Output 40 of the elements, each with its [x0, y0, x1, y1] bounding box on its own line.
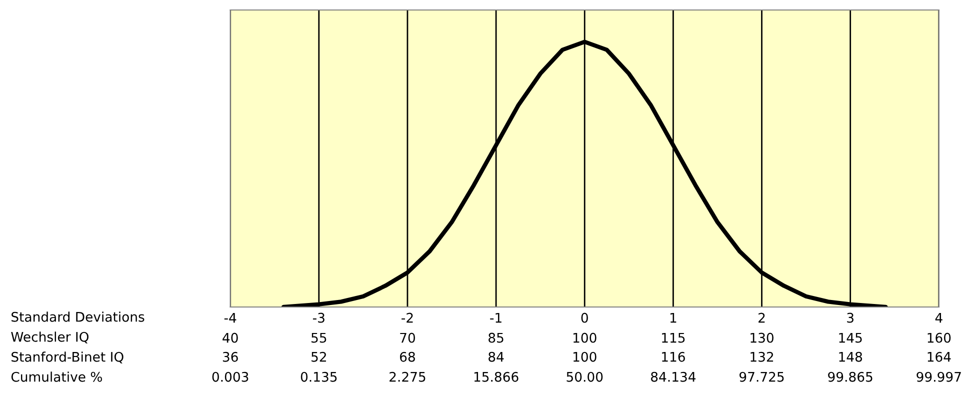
- text: 68: [400, 352, 415, 362]
- text: 52: [312, 352, 326, 362]
- x-tick-label: -3: [312, 312, 324, 323]
- x-tick-label: -2: [402, 312, 413, 323]
- text: 164: [928, 352, 951, 362]
- x2-tick-label: 100: [573, 332, 596, 343]
- text: 0.003: [212, 372, 248, 382]
- x2-tick-label: 85: [488, 332, 504, 343]
- text: Wechsler IQ: [11, 332, 88, 344]
- text: Standard Deviations: [12, 312, 144, 322]
- x-tick-label: 2: [758, 312, 765, 323]
- text: 84.134: [651, 372, 696, 382]
- text: 99.865: [828, 372, 872, 382]
- text: 99.997: [916, 372, 961, 382]
- text: 132: [750, 352, 774, 362]
- text: 116: [662, 352, 685, 362]
- text: 36: [222, 352, 238, 362]
- x-tick-label: 0: [581, 312, 588, 323]
- text: 148: [839, 352, 862, 362]
- x2-tick-label: 145: [839, 332, 862, 343]
- x2-tick-label: 55: [312, 332, 326, 343]
- x-tick-label: 1: [670, 312, 676, 323]
- x2-tick-label: 70: [400, 332, 415, 343]
- x-tick-label: 3: [847, 312, 854, 323]
- x2-tick-label: 40: [222, 332, 238, 343]
- text: 97.725: [740, 372, 784, 382]
- text: 2.275: [390, 372, 426, 382]
- text: 84: [488, 352, 504, 362]
- x2-tick-label: 115: [662, 332, 685, 343]
- x-tick-label: 4: [935, 312, 942, 323]
- text: 100: [573, 352, 596, 362]
- x2-tick-label: 130: [750, 332, 774, 343]
- x2-tick-label: 160: [928, 332, 951, 343]
- text: 15.866: [474, 372, 518, 382]
- x-tick-label: -4: [224, 312, 236, 323]
- x-tick-label: -1: [490, 312, 502, 323]
- text: Cumulative %: [11, 372, 102, 382]
- text: 0.135: [300, 372, 337, 382]
- text: 50.00: [566, 372, 603, 382]
- text: Stanford-Binet IQ: [12, 352, 124, 364]
